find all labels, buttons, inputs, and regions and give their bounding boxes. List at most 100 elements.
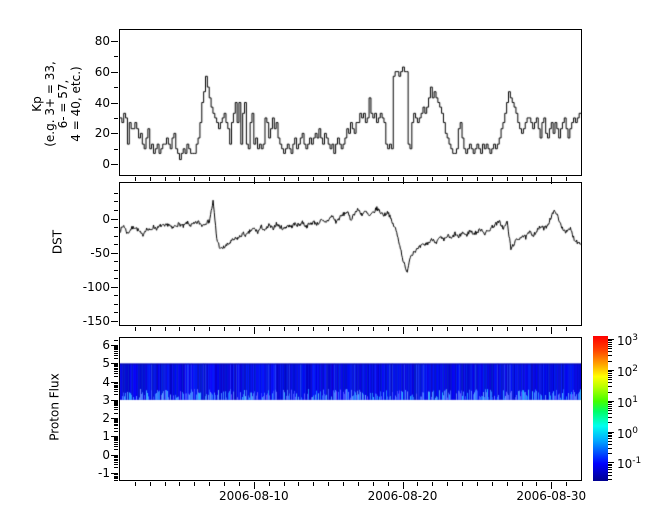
y-minor-tick	[114, 270, 118, 271]
colorbar-minor-tick	[608, 433, 612, 434]
y-minor-tick	[114, 244, 118, 245]
y-tick	[111, 41, 118, 42]
y-tick-label: 2	[102, 411, 110, 425]
x-tick	[328, 482, 329, 486]
x-tick	[403, 482, 404, 489]
y-tick	[111, 133, 118, 134]
x-tick	[373, 482, 374, 486]
colorbar-minor-tick	[608, 464, 612, 465]
y-minor-tick	[114, 449, 118, 450]
y-tick-label: 0	[102, 157, 110, 171]
x-tick	[165, 177, 166, 181]
x-tick	[209, 482, 210, 486]
y-tick-label: 40	[94, 96, 110, 110]
y-minor-tick	[114, 383, 118, 384]
y-tick-label: 0	[102, 212, 110, 226]
colorbar-minor-tick	[608, 373, 612, 374]
y-minor-tick	[114, 347, 118, 348]
x-tick	[150, 482, 151, 486]
y-minor-tick	[114, 355, 118, 356]
x-tick	[358, 177, 359, 181]
y-minor-tick	[114, 421, 118, 422]
colorbar-minor-tick	[608, 438, 612, 439]
x-tick	[492, 177, 493, 181]
proton-flux-axis-label: Proton Flux	[47, 373, 62, 441]
y-minor-tick	[114, 387, 118, 388]
y-minor-tick	[114, 304, 118, 305]
y-tick-label: 20	[94, 126, 110, 140]
y-tick	[111, 363, 118, 364]
x-tick	[447, 482, 448, 486]
y-minor-tick	[114, 210, 118, 211]
x-tick	[432, 177, 433, 181]
x-tick	[254, 327, 255, 334]
y-minor-tick	[114, 420, 118, 421]
x-tick	[477, 177, 478, 181]
y-minor-tick	[114, 394, 118, 395]
colorbar-minor-tick	[608, 448, 612, 449]
x-tick	[536, 482, 537, 486]
colorbar-tick-label: 10-1	[617, 456, 642, 471]
y-minor-tick	[114, 438, 118, 439]
x-tick	[477, 482, 478, 486]
y-minor-tick	[114, 87, 118, 88]
colorbar-minor-tick	[608, 377, 612, 378]
colorbar-minor-tick	[608, 379, 612, 380]
y-tick-label: -1	[98, 466, 110, 480]
colorbar-minor-tick	[608, 361, 612, 362]
x-tick	[194, 482, 195, 486]
y-minor-tick	[114, 368, 118, 369]
y-minor-tick	[114, 403, 118, 404]
y-tick	[111, 103, 118, 104]
y-tick	[111, 219, 118, 220]
colorbar-minor-tick	[608, 346, 612, 347]
y-minor-tick	[114, 376, 118, 377]
x-tick	[358, 327, 359, 331]
colorbar-tick	[608, 462, 614, 463]
y-minor-tick	[114, 431, 118, 432]
y-minor-tick	[114, 389, 118, 390]
colorbar-minor-tick	[608, 348, 612, 349]
y-minor-tick	[114, 391, 118, 392]
colorbar-minor-tick	[608, 404, 612, 405]
x-tick	[373, 177, 374, 181]
y-minor-tick	[114, 407, 118, 408]
y-minor-tick	[114, 460, 118, 461]
x-tick	[507, 482, 508, 486]
x-tick	[150, 327, 151, 331]
x-tick	[417, 177, 418, 181]
x-tick	[239, 327, 240, 331]
x-tick	[536, 177, 537, 181]
x-tick	[269, 327, 270, 331]
x-tick	[298, 482, 299, 486]
y-minor-tick	[114, 444, 118, 445]
colorbar-minor-tick	[608, 441, 612, 442]
y-minor-tick	[114, 364, 118, 365]
x-tick	[388, 327, 389, 331]
colorbar-tick	[608, 432, 614, 433]
x-tick	[462, 327, 463, 331]
y-minor-tick	[114, 349, 118, 350]
x-tick	[313, 177, 314, 181]
x-tick	[313, 482, 314, 486]
y-tick-label: 6	[102, 338, 110, 352]
colorbar-tick-label: 102	[617, 364, 639, 379]
x-tick	[432, 327, 433, 331]
y-minor-tick	[114, 428, 118, 429]
x-tick	[254, 177, 255, 184]
x-tick	[239, 177, 240, 181]
x-tick	[388, 482, 389, 486]
y-tick	[111, 345, 118, 346]
y-tick	[111, 473, 118, 474]
x-tick	[417, 327, 418, 331]
y-minor-tick	[114, 464, 118, 465]
colorbar-minor-tick	[608, 406, 612, 407]
y-minor-tick	[114, 348, 118, 349]
x-tick	[388, 177, 389, 181]
y-minor-tick	[114, 366, 118, 367]
y-tick-label: -150	[82, 314, 110, 328]
y-minor-tick	[114, 459, 118, 460]
y-minor-tick	[114, 402, 118, 403]
y-minor-tick	[114, 118, 118, 119]
